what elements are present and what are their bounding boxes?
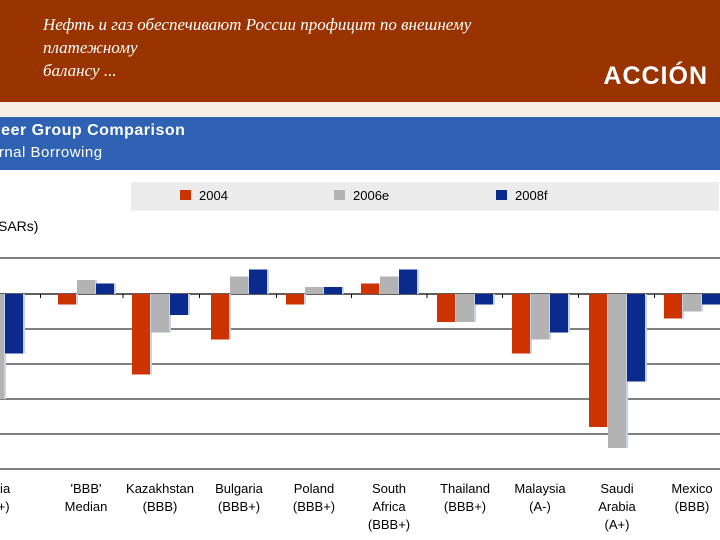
bar-2006e-6: [456, 294, 474, 322]
bar-2008f-5: [399, 269, 417, 294]
bar-2008f-2: [170, 294, 188, 315]
section-banner: Peer Group Comparison ernal Borrowing: [0, 117, 720, 170]
x-tick-label: (BBB+): [293, 499, 335, 514]
bar-2004-9: [664, 294, 682, 319]
y-axis-label: SARs): [0, 218, 38, 234]
x-tick-label: Poland: [294, 481, 334, 496]
x-tick-label: (BBB+): [368, 517, 410, 532]
x-tick-label: (A+): [605, 517, 630, 532]
legend-swatch-2008f: [496, 190, 507, 200]
legend-box: [131, 182, 719, 211]
bar-2008f-7: [550, 294, 568, 333]
x-tick-label: (A-): [529, 499, 551, 514]
bar-2008f-1: [96, 283, 114, 294]
bar-2004-2: [132, 294, 150, 375]
bar-2006e-7: [531, 294, 549, 340]
slide-title-line-1: Нефть и газ обеспечивают России профицит…: [43, 15, 472, 34]
bar-2008f-6: [475, 294, 493, 305]
x-tick-label: Malaysia: [514, 481, 566, 496]
bar-2008f-0: [5, 294, 23, 354]
banner-title: Peer Group Comparison: [0, 122, 186, 139]
legend-swatch-2004: [180, 190, 191, 200]
x-tick-label: (BBB+): [444, 499, 486, 514]
x-tick-label: 'BBB': [71, 481, 102, 496]
slide-title: Нефть и газ обеспечивают России профицит…: [43, 13, 583, 82]
slide-title-line-2: платежному: [43, 38, 138, 57]
x-tick-label: (BBB): [143, 499, 178, 514]
bar-2006e-4: [305, 287, 323, 294]
x-tick-label: Saudi: [600, 481, 633, 496]
x-tick-label: Bulgaria: [215, 481, 263, 496]
banner-subtitle: ernal Borrowing: [0, 144, 103, 161]
x-tick-label: BB+): [0, 499, 10, 514]
bar-2006e-3: [230, 276, 248, 294]
bar-2008f-9: [702, 294, 720, 305]
bar-2008f-4: [324, 287, 342, 294]
x-tick-label: (BBB+): [218, 499, 260, 514]
bar-2006e-2: [151, 294, 169, 333]
bar-2004-1: [58, 294, 76, 305]
x-tick-label: Median: [65, 499, 108, 514]
bar-2004-5: [361, 283, 379, 294]
legend-label-2008f: 2008f: [515, 188, 548, 203]
x-tick-label: Arabia: [598, 499, 636, 514]
bar-2004-3: [211, 294, 229, 340]
bar-2006e-8: [608, 294, 626, 448]
header-divider-strip: [0, 102, 720, 117]
accion-logo: ACCIÓN: [603, 62, 708, 90]
legend-label-2004: 2004: [199, 188, 228, 203]
bar-2004-7: [512, 294, 530, 354]
header-bar: Нефть и газ обеспечивают России профицит…: [0, 0, 720, 102]
x-tick-label: Africa: [372, 499, 406, 514]
slide-title-line-3: балансу ...: [43, 61, 117, 80]
x-tick-label: Mexico: [671, 481, 712, 496]
bar-2004-8: [589, 294, 607, 427]
bar-2006e-5: [380, 276, 398, 294]
x-tick-label: Thailand: [440, 481, 490, 496]
bar-2006e-9: [683, 294, 701, 312]
x-tick-label: Kazakhstan: [126, 481, 194, 496]
x-tick-label: ussia: [0, 481, 11, 496]
bar-2006e-1: [77, 280, 95, 294]
bar-2008f-8: [627, 294, 645, 382]
bar-2004-4: [286, 294, 304, 305]
bar-2008f-3: [249, 269, 267, 294]
bar-2004-6: [437, 294, 455, 322]
bar-2006e-0: [0, 294, 4, 399]
legend-label-2006e: 2006e: [353, 188, 389, 203]
legend-swatch-2006e: [334, 190, 345, 200]
x-tick-label: (BBB): [675, 499, 710, 514]
x-tick-label: South: [372, 481, 406, 496]
